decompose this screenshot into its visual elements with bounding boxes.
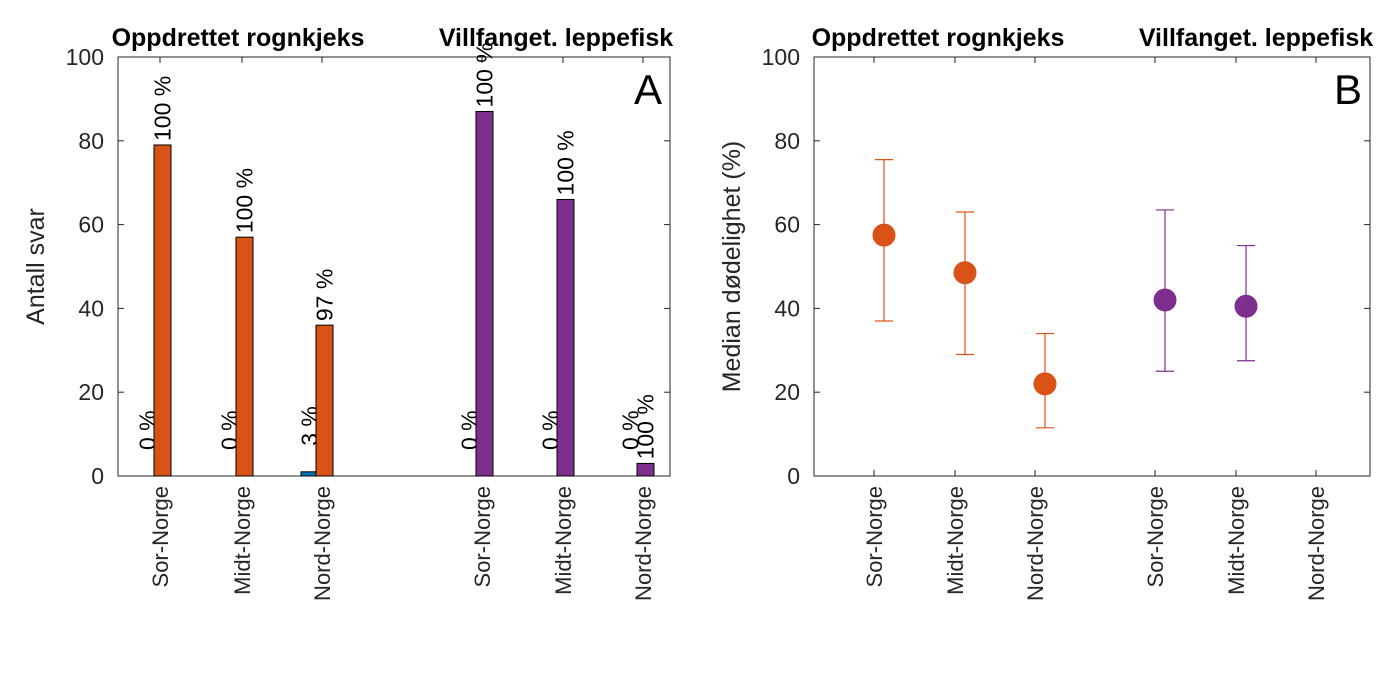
group-title: Oppdrettet rognkjeks (112, 24, 365, 52)
x-category-label: Nord-Norge (1304, 486, 1329, 601)
y-tick-label: 60 (774, 212, 800, 238)
panel-letter: A (634, 66, 662, 113)
bar-main (636, 462, 655, 477)
plot-area-b (813, 56, 1371, 477)
panel-b: 0 20 40 60 80 100 Sor-Norge Midt-Norge Nord-Norg… (718, 24, 1373, 601)
x-category-label: Sor-Norge (862, 486, 887, 587)
bar-label-main: 100 % (553, 130, 579, 195)
plot-area-a (117, 56, 671, 477)
y-tick-label: 100 (66, 44, 104, 70)
data-point (1153, 288, 1177, 312)
x-category-label: Sor-Norge (148, 486, 173, 587)
group-title: Oppdrettet rognkjeks (812, 24, 1065, 52)
y-tick-label: 20 (78, 379, 104, 405)
bar-label-blue: 0 % (618, 410, 644, 450)
bar-main (475, 110, 494, 477)
panel-letter: B (1334, 66, 1362, 113)
x-category-label: Sor-Norge (470, 486, 495, 587)
x-category-label: Nord-Norge (1023, 486, 1048, 601)
data-point (1234, 294, 1258, 318)
x-category-label: Midt-Norge (943, 486, 968, 595)
y-axis-label: Median dødelighet (%) (718, 141, 746, 393)
y-axis-label: Antall svar (22, 208, 50, 325)
bar-main (153, 144, 172, 477)
x-category-label: Midt-Norge (551, 486, 576, 595)
bar-label-main: 100 % (232, 168, 258, 233)
bar-main (235, 236, 254, 477)
x-category-label: Midt-Norge (1224, 486, 1249, 595)
data-point (872, 223, 896, 247)
y-tick-label: 0 (91, 463, 104, 489)
panel-a: 0 20 40 60 80 100 Sor-Norge Midt-Norge Nord-Norg… (22, 24, 673, 601)
y-tick-label: 40 (78, 295, 104, 321)
y-tick-label: 0 (787, 463, 800, 489)
y-tick-label: 80 (78, 128, 104, 154)
group-title: Villfanget. leppefisk (439, 24, 673, 52)
x-category-label: Nord-Norge (310, 486, 335, 601)
y-tick-label: 40 (774, 295, 800, 321)
bar-main (556, 198, 575, 477)
y-tick-label: 60 (78, 212, 104, 238)
x-category-label: Sor-Norge (1143, 486, 1168, 587)
bar-label-main: 100 % (472, 42, 498, 107)
x-category-label: Nord-Norge (631, 486, 656, 601)
y-tick-label: 80 (774, 128, 800, 154)
data-point (953, 261, 977, 285)
y-tick-label: 100 (762, 44, 800, 70)
bar-main (315, 324, 334, 477)
bar-label-main: 100 % (633, 394, 659, 459)
x-category-label: Midt-Norge (230, 486, 255, 595)
y-tick-label: 20 (774, 379, 800, 405)
data-point (1033, 372, 1057, 396)
bar-blue (300, 471, 319, 477)
group-title: Villfanget. leppefisk (1139, 24, 1373, 52)
bar-label-main: 100 % (150, 76, 176, 141)
bar-label-main: 97 % (312, 269, 338, 321)
